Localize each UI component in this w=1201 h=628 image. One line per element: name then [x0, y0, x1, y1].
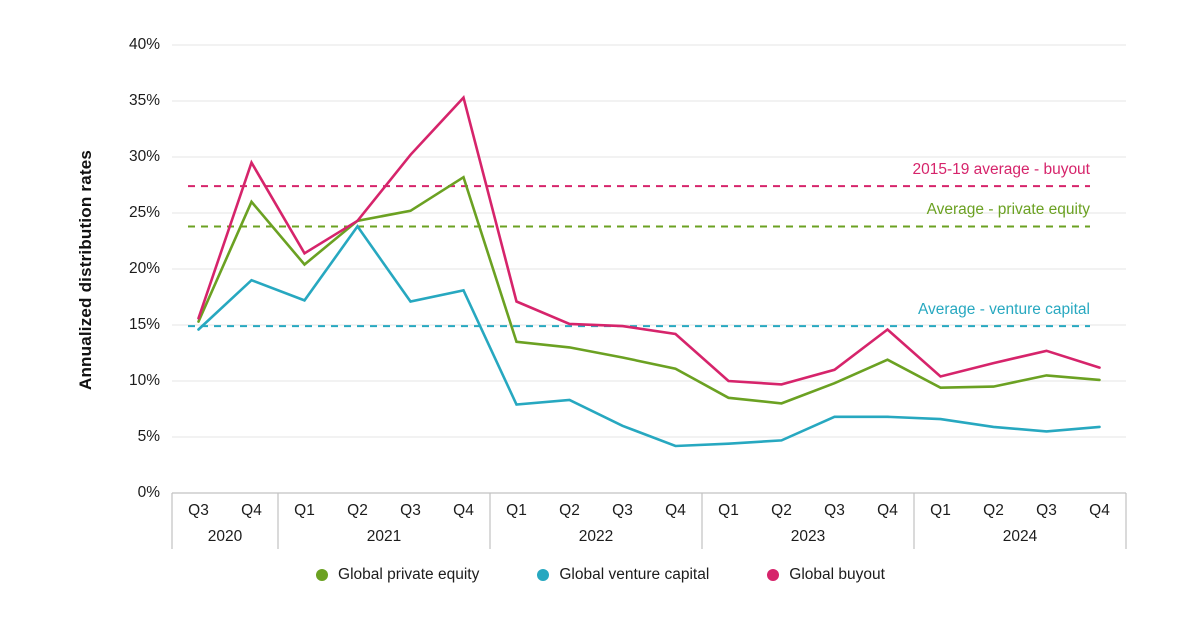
reference-line-label: Average - venture capital — [917, 301, 1090, 319]
x-axis-quarter-label: Q3 — [1036, 502, 1057, 519]
legend-swatch-icon — [537, 569, 550, 581]
legend-item-global-buyout: Global buyout — [767, 566, 885, 584]
x-axis-quarter-label: Q3 — [824, 502, 845, 519]
x-axis-quarter-label: Q2 — [771, 502, 792, 519]
legend-label: Global private equity — [338, 566, 480, 583]
x-axis-quarter-label: Q2 — [559, 502, 580, 519]
x-axis-quarter-label: Q4 — [241, 502, 262, 519]
y-axis-tick-label: 35% — [128, 92, 160, 109]
x-axis-year-label: 2023 — [790, 528, 826, 545]
y-axis-tick-label: 0% — [137, 484, 160, 501]
x-axis-quarter-label: Q4 — [1089, 502, 1110, 519]
x-axis-quarter-label: Q1 — [930, 502, 951, 519]
x-axis-quarter-label: Q3 — [400, 502, 421, 519]
x-axis-quarter-label: Q2 — [983, 502, 1004, 519]
reference-line-label: Average - private equity — [926, 201, 1090, 219]
x-axis-quarter-label: Q1 — [718, 502, 739, 519]
series-line-global-private-equity — [197, 175, 1101, 405]
reference-line-label: 2015-19 average - buyout — [912, 161, 1090, 179]
y-axis-tick-label: 10% — [128, 372, 160, 389]
x-axis-year-label: 2021 — [366, 528, 402, 545]
y-axis-tick-label: 20% — [128, 260, 160, 277]
x-axis-year-label: 2020 — [207, 528, 243, 545]
y-axis-tick-label: 15% — [128, 316, 160, 333]
x-axis-year-label: 2022 — [578, 528, 614, 545]
y-axis-tick-label: 25% — [128, 204, 160, 221]
x-axis-quarter-label: Q4 — [665, 502, 686, 519]
x-axis-quarter-label: Q4 — [453, 502, 474, 519]
legend-label: Global buyout — [789, 566, 885, 583]
legend-label: Global venture capital — [559, 566, 710, 583]
x-axis-year-label: 2024 — [1002, 528, 1038, 545]
series-line-global-buyout — [197, 94, 1101, 386]
x-axis-quarter-label: Q2 — [347, 502, 368, 519]
x-axis-quarter-label: Q3 — [612, 502, 633, 519]
legend-swatch-icon — [316, 569, 329, 581]
legend-swatch-icon — [767, 569, 780, 581]
x-axis-quarter-label: Q3 — [188, 502, 209, 519]
series-line-global-venture-capital — [197, 224, 1101, 448]
x-axis-quarter-label: Q4 — [877, 502, 898, 519]
x-axis-quarter-label: Q1 — [506, 502, 527, 519]
y-axis-tick-label: 40% — [128, 36, 160, 53]
y-axis-tick-label: 30% — [128, 148, 160, 165]
legend: Global private equity Global venture capi… — [0, 563, 1201, 587]
x-axis-quarter-label: Q1 — [294, 502, 315, 519]
y-axis-tick-label: 5% — [137, 428, 160, 445]
legend-item-global-venture-capital: Global venture capital — [537, 566, 709, 584]
legend-item-global-private-equity: Global private equity — [316, 566, 479, 584]
